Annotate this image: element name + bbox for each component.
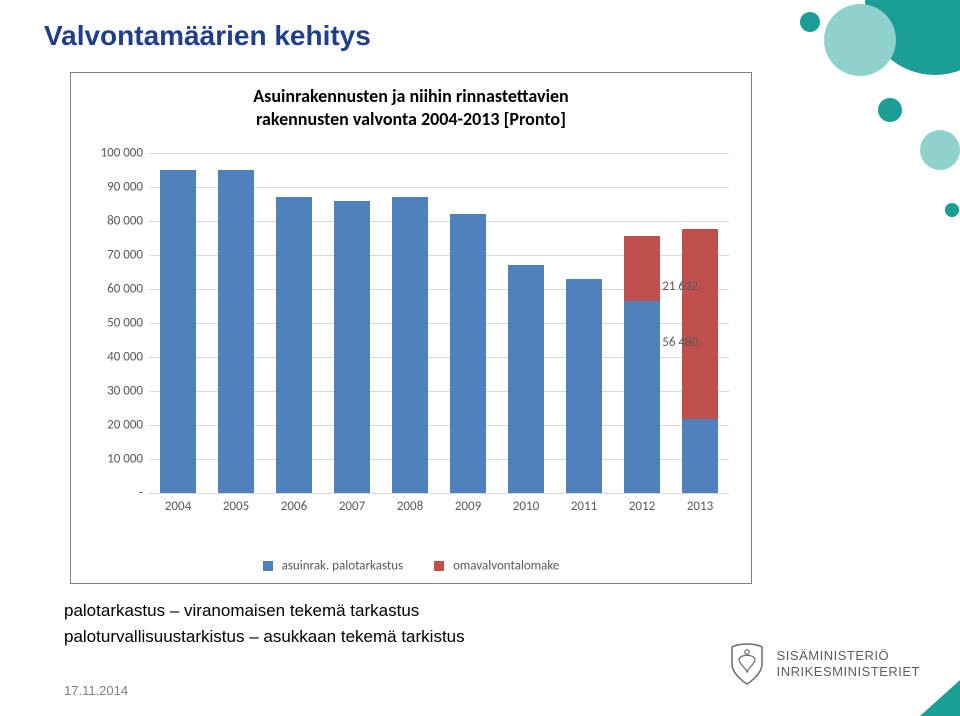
decorative-circles [740,0,960,230]
chart-bar [450,214,486,493]
chart-bar-group [566,153,602,493]
footer-org-line-1: SISÄMINISTERIÖ [777,648,889,663]
chart-title-line2: rakennusten valvonta 2004-2013 [Pronto] [256,108,566,130]
chart-bar-group [624,153,660,493]
chart-title: Asuinrakennusten ja niihin rinnastettavi… [71,85,751,130]
footer-org-line-2: INRIKESMINISTERIET [777,664,920,679]
chart-bar [624,301,660,493]
legend-swatch-series-1 [263,561,273,571]
legend-label-series-2: omavalvontalomake [453,558,559,573]
chart-bar [682,419,718,493]
legend-item-series-2: omavalvontalomake [434,558,559,573]
legend-item-series-1: asuinrak. palotarkastus [263,558,404,573]
caption-line-2: paloturvallisuustarkistus – asukkaan tek… [64,627,465,646]
chart-ytick: 100 000 [101,146,149,161]
chart-ytick: 70 000 [107,248,149,263]
chart-bar-group [450,153,486,493]
slide-date: 17.11.2014 [64,683,128,698]
chart-xtick: 2006 [281,493,307,514]
chart-xtick: 2009 [455,493,481,514]
chart-ytick: 80 000 [107,214,149,229]
chart-bar-group [334,153,370,493]
chart-plot-area: -10 00020 00030 00040 00050 00060 00070 … [149,153,729,493]
chart-bar [218,170,254,493]
chart-data-label: 21 632 [662,279,698,294]
chart-bar [160,170,196,493]
chart-bar-group [160,153,196,493]
coat-of-arms-icon [727,642,767,686]
chart-ytick: 60 000 [107,282,149,297]
chart-legend: asuinrak. palotarkastus omavalvontalomak… [71,558,751,573]
chart-bar [334,201,370,493]
chart-ytick: 90 000 [107,180,149,195]
legend-swatch-series-2 [434,561,444,571]
chart-bar-group [682,153,718,493]
chart-bar [276,197,312,493]
chart-bar [682,229,718,419]
chart-bar-group [218,153,254,493]
corner-accent [920,680,960,716]
chart-bar-group [392,153,428,493]
chart-xtick: 2004 [165,493,191,514]
chart-title-line1: Asuinrakennusten ja niihin rinnastettavi… [253,85,568,107]
chart-bar [392,197,428,493]
chart-bar-group [508,153,544,493]
chart-bar [566,279,602,493]
footer-logo: SISÄMINISTERIÖ INRIKESMINISTERIET [727,642,920,686]
legend-label-series-1: asuinrak. palotarkastus [282,558,404,573]
chart-bar-group [276,153,312,493]
chart-xtick: 2011 [571,493,597,514]
chart-ytick: - [139,486,149,501]
chart-data-label: 56 480 [662,335,698,350]
chart-frame: Asuinrakennusten ja niihin rinnastettavi… [70,72,752,584]
chart-ytick: 40 000 [107,350,149,365]
chart-ytick: 30 000 [107,384,149,399]
chart-xtick: 2005 [223,493,249,514]
slide-root: Valvontamäärien kehitys Asuinrakennusten… [0,0,960,716]
chart-bar [508,265,544,493]
footer-logo-text: SISÄMINISTERIÖ INRIKESMINISTERIET [777,648,920,681]
chart-ytick: 20 000 [107,418,149,433]
caption-line-1: palotarkastus – viranomaisen tekemä tark… [64,601,419,620]
chart-xtick: 2012 [629,493,655,514]
chart-bar [624,236,660,301]
page-title: Valvontamäärien kehitys [44,20,371,52]
chart-xtick: 2007 [339,493,365,514]
chart-ytick: 10 000 [107,452,149,467]
caption-block: palotarkastus – viranomaisen tekemä tark… [64,598,465,649]
chart-ytick: 50 000 [107,316,149,331]
chart-xtick: 2010 [513,493,539,514]
chart-xtick: 2008 [397,493,423,514]
chart-xtick: 2013 [687,493,713,514]
